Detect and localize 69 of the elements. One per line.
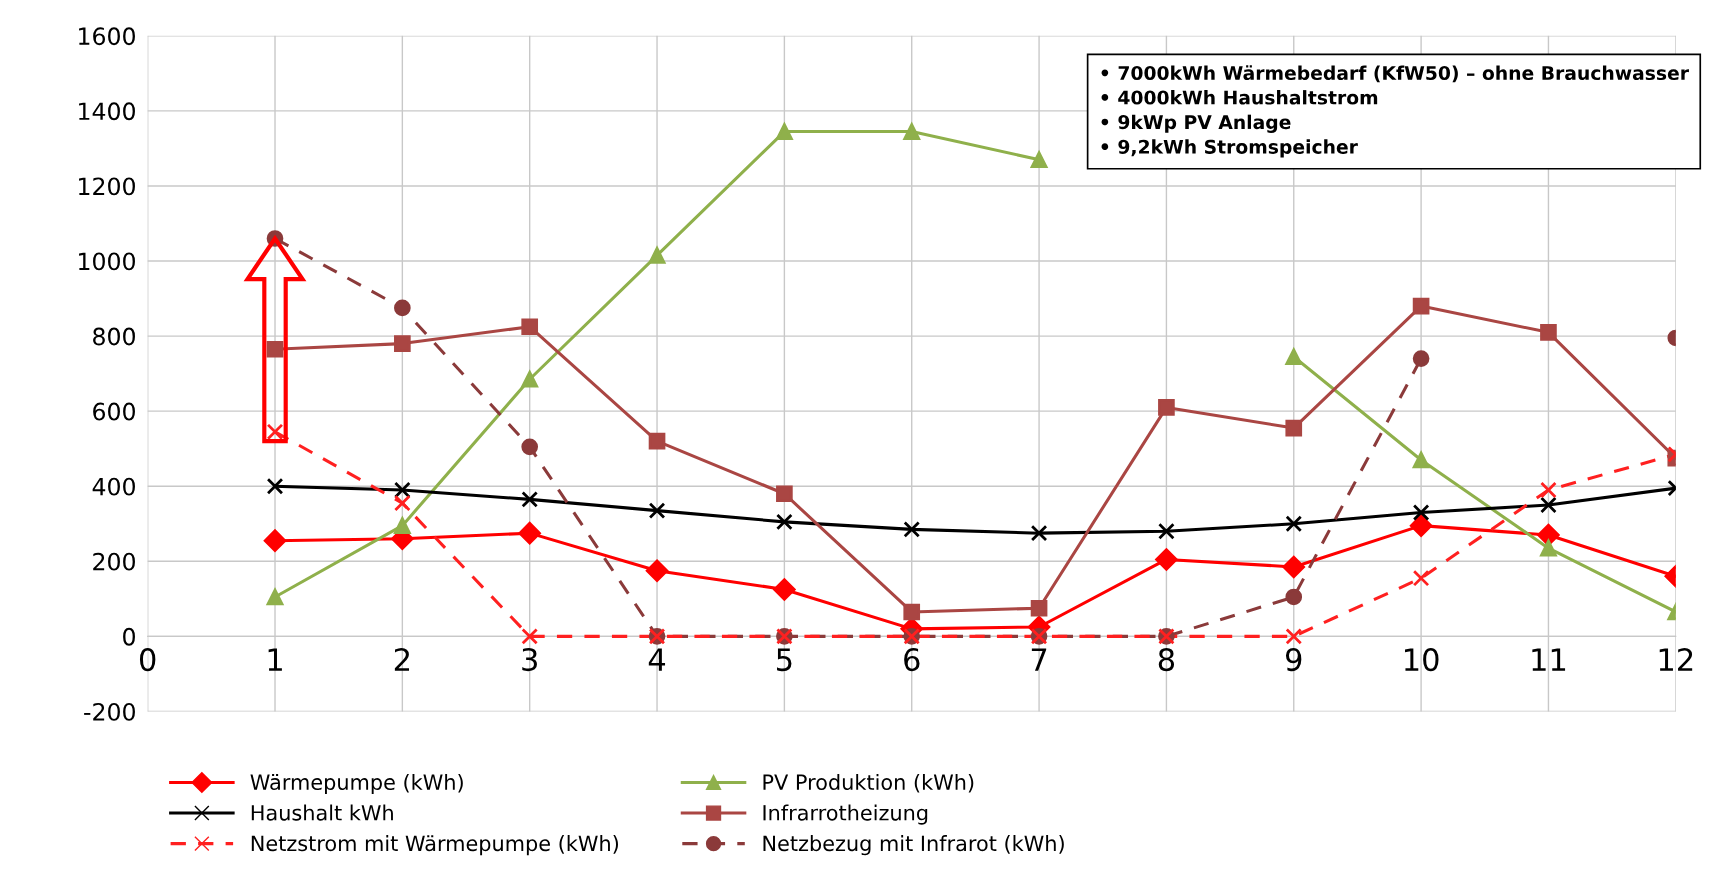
point [1412, 297, 1430, 315]
point [648, 432, 666, 450]
legend-label: Netzstrom mit Wärmepumpe (kWh) [251, 835, 619, 856]
point [521, 438, 539, 456]
point [1030, 524, 1048, 542]
point [1158, 399, 1175, 416]
x-tick-label: 10 [1405, 648, 1439, 672]
point [903, 521, 921, 538]
annotation: • 7000kWh Wärmebedarf (KfW50) – ohne Brauchwasser [1101, 65, 1689, 83]
legend-label: Infrarrotheizung [763, 804, 928, 825]
annotation: • 4000kWh Haushaltstrom [1101, 90, 1378, 105]
point [394, 299, 411, 317]
point [773, 578, 796, 601]
y-tick-label: 1600 [79, 27, 135, 46]
x-tick-label: 4 [648, 648, 666, 671]
point [394, 494, 411, 512]
point [1540, 324, 1557, 341]
legend-label: Haushalt kWh [251, 804, 393, 821]
y-tick-label: 400 [92, 477, 135, 496]
x-tick-label: 8 [1158, 648, 1175, 672]
point [1030, 151, 1048, 169]
x-tick-label: 6 [904, 648, 920, 672]
point [394, 517, 411, 534]
point [776, 123, 793, 140]
point [903, 603, 921, 621]
x-tick-label: 7 [1031, 648, 1047, 671]
point [266, 588, 284, 606]
point [521, 370, 539, 388]
x-tick-label: 1 [268, 648, 282, 671]
x-tick-label: 5 [777, 648, 792, 672]
point [521, 628, 539, 645]
point [776, 485, 793, 503]
point [521, 491, 539, 508]
point [266, 340, 284, 358]
x-tick-label: 11 [1532, 648, 1566, 671]
x-tick-label: 3 [522, 648, 537, 672]
annotation: • 9kWp PV Anlage [1101, 114, 1291, 133]
y-tick-label: -200 [84, 702, 135, 721]
point [1158, 522, 1175, 540]
point [394, 335, 411, 352]
legend-label: Netzbezug mit Infrarot (kWh) [763, 835, 1064, 856]
point [1155, 548, 1178, 571]
point [1285, 628, 1303, 645]
y-tick-label: 1000 [79, 252, 135, 271]
legend-label: PV Produktion (kWh) [763, 773, 974, 793]
x-tick-label: 9 [1285, 648, 1302, 672]
point [776, 513, 793, 531]
y-tick-label: 1200 [79, 177, 135, 196]
x-tick-label: 0 [139, 648, 156, 672]
annotation: • 9,2kWh Stromspeicher [1101, 139, 1358, 158]
y-tick-label: 0 [123, 627, 135, 646]
point [394, 481, 411, 499]
point [518, 521, 541, 545]
legend-label: Wärmepumpe (kWh) [250, 773, 463, 795]
point [1030, 599, 1048, 617]
point [903, 123, 921, 140]
y-tick-label: 800 [93, 327, 135, 346]
point [648, 247, 666, 264]
y-tick-label: 200 [93, 552, 135, 571]
x-tick-label: 2 [394, 648, 410, 671]
point [645, 559, 669, 582]
y-tick-label: 1400 [79, 102, 135, 121]
point [266, 423, 284, 441]
point [266, 477, 284, 495]
point [521, 318, 539, 336]
y-tick-label: 600 [93, 402, 135, 421]
point [648, 502, 666, 519]
x-tick-label: 12 [1659, 648, 1693, 671]
point [263, 529, 287, 552]
